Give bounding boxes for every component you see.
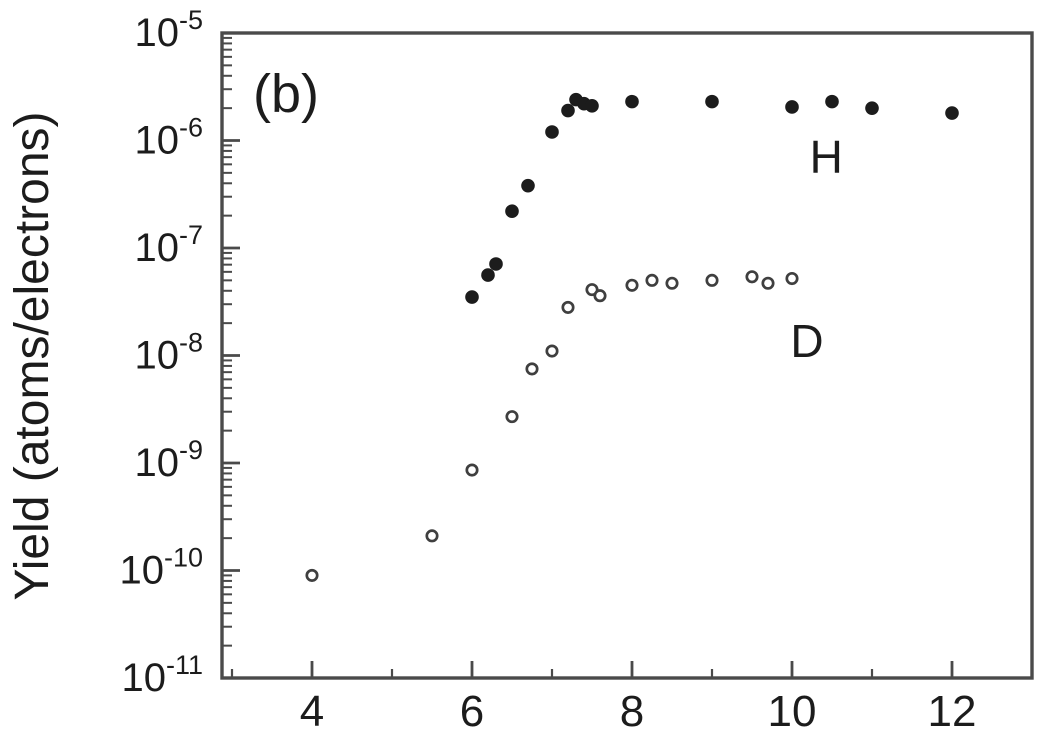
series-d-point: [745, 270, 759, 284]
y-tick-label: 10-5: [134, 5, 203, 55]
y-tick-label: 10-7: [134, 220, 203, 270]
series-d-point: [705, 273, 719, 287]
series-d-point: [561, 300, 575, 314]
series-h-point: [465, 290, 479, 304]
series-d-point: [645, 273, 659, 287]
series-h-point: [561, 103, 575, 118]
series-d-point: [505, 410, 519, 424]
series-d-point: [625, 278, 639, 292]
x-tick-label: 12: [928, 687, 977, 736]
series-d-point: [545, 344, 559, 358]
series-label-d: D: [790, 315, 823, 367]
series-d-point: [465, 463, 479, 477]
y-tick-label: 10-9: [134, 435, 203, 485]
series-h-point: [585, 99, 599, 113]
series-h-point: [489, 257, 503, 271]
series-h-point: [825, 94, 839, 109]
series-label-h: H: [810, 131, 843, 183]
series-h-point: [945, 106, 959, 120]
series-h-point: [505, 204, 519, 218]
series-h-point: [481, 268, 495, 282]
y-tick-label: 10-11: [121, 650, 203, 700]
series-d-point: [525, 362, 539, 376]
series-d-point: [761, 276, 775, 290]
panel-label: (b): [253, 64, 319, 124]
series-d-point: [305, 568, 319, 582]
series-d-point: [665, 276, 679, 290]
x-tick-label: 10: [768, 687, 817, 736]
series-d-point: [785, 271, 799, 286]
x-tick-label: 8: [620, 687, 644, 736]
series-h-point: [625, 94, 639, 109]
y-tick-label: 10-10: [119, 543, 203, 593]
x-tick-label: 6: [460, 687, 484, 736]
x-tick-label: 4: [300, 687, 324, 736]
series-d-point: [593, 289, 607, 303]
y-tick-label: 10-6: [134, 113, 203, 163]
y-axis-title: Yield (atoms/electrons): [6, 111, 59, 600]
y-tick-label: 10-8: [134, 328, 203, 378]
series-h-point: [521, 178, 535, 193]
series-d-point: [425, 529, 439, 543]
series-h-point: [705, 94, 719, 109]
series-h-point: [545, 125, 559, 139]
series-h-point: [865, 101, 879, 115]
series-h-point: [785, 100, 799, 114]
